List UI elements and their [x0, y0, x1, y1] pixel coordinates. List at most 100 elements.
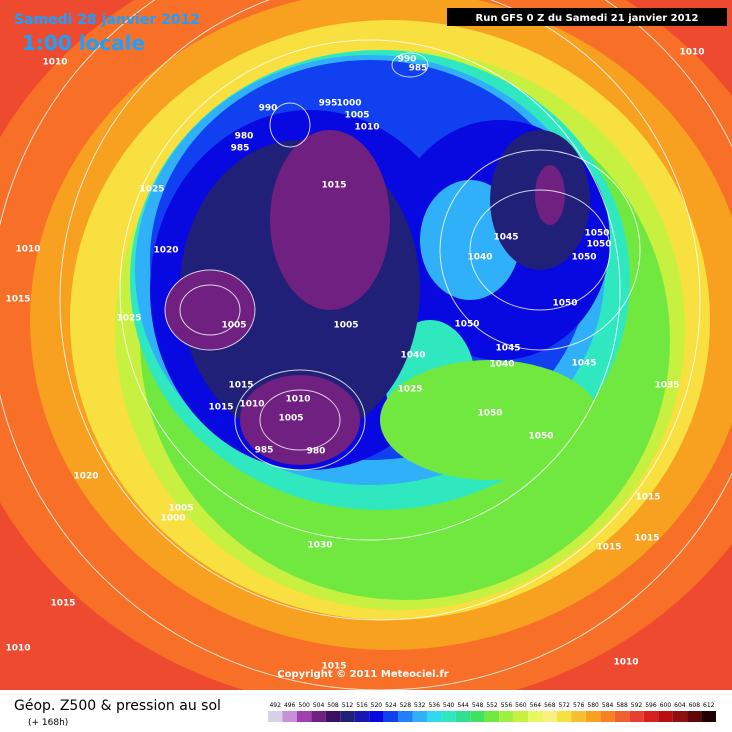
scale-cell [513, 711, 529, 722]
scale-label: 600 [660, 702, 672, 709]
isobar-label: 1015 [635, 493, 660, 503]
isobar-label: 1005 [278, 414, 303, 424]
scale-label: 596 [645, 702, 657, 709]
isobar-label: 1005 [333, 321, 358, 331]
isobar-label: 1020 [153, 246, 178, 256]
run-box [447, 8, 727, 26]
isobar-label: 1050 [571, 253, 596, 263]
isobar-label: 995 [319, 99, 338, 109]
scale-label: 564 [530, 702, 542, 709]
isobar-label: 1010 [42, 58, 67, 68]
scale-cell [585, 711, 601, 722]
isobar-label: 1010 [5, 644, 30, 654]
isobar-label: 1040 [489, 360, 514, 370]
isobar-label: 1025 [139, 185, 164, 195]
isobar-label: 1010 [285, 395, 310, 405]
isobar-label: 1050 [528, 432, 553, 442]
scale-label: 520 [371, 702, 383, 709]
scale-label: 504 [313, 702, 325, 709]
scale-cell [268, 711, 283, 722]
scale-label: 580 [587, 702, 599, 709]
isobar-label: 1015 [208, 403, 233, 413]
isobar-label: 1015 [228, 381, 253, 391]
isobar-label: 990 [259, 104, 278, 114]
isobar-label: 1015 [634, 534, 659, 544]
isobar-label: 1015 [596, 543, 621, 553]
scale-cell [701, 711, 716, 722]
scale-label: 556 [501, 702, 513, 709]
isobar-label: 1040 [467, 253, 492, 263]
scale-label: 572 [559, 702, 571, 709]
scale-label: 516 [356, 702, 368, 709]
scale-cell [354, 711, 370, 722]
isobar-label: 1015 [50, 599, 75, 609]
run-text: Run GFS 0 Z du Samedi 21 janvier 2012 [476, 13, 699, 24]
scale-cell [528, 711, 543, 722]
scale-cell [398, 711, 413, 722]
isobar-label: 1010 [15, 245, 40, 255]
scale-cell [542, 711, 558, 722]
scale-cell [557, 711, 572, 722]
local-time: 1:00 locale [22, 31, 145, 55]
scale-cell [499, 711, 514, 722]
valid-date: Samedi 28 janvier 2012 [14, 12, 200, 28]
scale-label: 492 [269, 702, 281, 709]
scale-label: 536 [428, 702, 440, 709]
scale-label: 548 [472, 702, 484, 709]
isobar-label: 1045 [571, 359, 596, 369]
isobar-label: 1005 [344, 111, 369, 121]
isobar-label: 990 [398, 55, 417, 65]
scale-label: 612 [703, 702, 715, 709]
scale-label: 524 [385, 702, 397, 709]
scale-cell [455, 711, 471, 722]
scale-cell [470, 711, 485, 722]
isobar-label: 1015 [5, 295, 30, 305]
footer-lead: (+ 168h) [28, 718, 68, 728]
scale-cell [383, 711, 399, 722]
scale-cell [311, 711, 326, 722]
footer-title: Géop. Z500 & pression au sol [14, 698, 221, 714]
isobar-label: 1050 [477, 409, 502, 419]
isobar-label: 980 [307, 447, 326, 457]
isobar-label: 1005 [168, 504, 193, 514]
isobar-label: 1010 [613, 658, 638, 668]
isobar-label: 1030 [307, 541, 332, 551]
isobars [0, 0, 732, 690]
scale-label: 608 [689, 702, 701, 709]
isobar-label: 1040 [400, 351, 425, 361]
scale-cell [412, 711, 427, 722]
scale-label: 584 [602, 702, 614, 709]
isobar-label: 1010 [354, 123, 379, 133]
scale-label: 544 [457, 702, 469, 709]
scale-cell [629, 711, 644, 722]
isobar-label: 1045 [495, 344, 520, 354]
isobar-label: 1050 [552, 299, 577, 309]
isobar-label: 985 [409, 64, 428, 74]
isobar-label: 985 [231, 144, 250, 154]
scale-cell [672, 711, 688, 722]
scale-label: 560 [515, 702, 527, 709]
scale-cell [426, 711, 442, 722]
scale-label: 528 [400, 702, 412, 709]
scale-cell [658, 711, 673, 722]
scale-cell [340, 711, 355, 722]
scale-label: 552 [486, 702, 498, 709]
isobar-label: 980 [235, 132, 254, 142]
isobar-label: 1050 [586, 240, 611, 250]
scale-label: 540 [443, 702, 455, 709]
scale-cell [369, 711, 384, 722]
scale-cell [484, 711, 500, 722]
scale-label: 592 [631, 702, 643, 709]
scale-label: 508 [327, 702, 339, 709]
scale-label: 604 [674, 702, 686, 709]
scale-label: 500 [298, 702, 310, 709]
isobar-label: 1020 [73, 472, 98, 482]
scale-label: 512 [342, 702, 354, 709]
scale-cell [296, 711, 312, 722]
isobar-label: 1025 [116, 314, 141, 324]
scale-cell [282, 711, 297, 722]
isobar-label: 1015 [321, 662, 346, 672]
scale-label: 496 [284, 702, 296, 709]
isobar-label: 1015 [321, 181, 346, 191]
